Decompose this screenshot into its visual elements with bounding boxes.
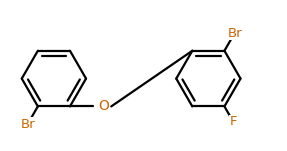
Text: F: F: [230, 115, 237, 129]
Text: Br: Br: [20, 118, 35, 131]
Text: O: O: [98, 99, 109, 113]
Text: Br: Br: [227, 27, 242, 40]
